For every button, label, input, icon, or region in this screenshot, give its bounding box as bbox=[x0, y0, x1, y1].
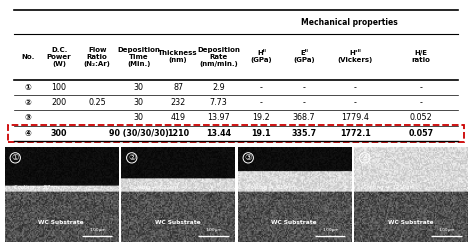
Text: 0.25: 0.25 bbox=[88, 98, 106, 107]
Text: Thickness
(nm): Thickness (nm) bbox=[159, 50, 198, 63]
Text: 335.7: 335.7 bbox=[292, 129, 317, 138]
Text: 1210: 1210 bbox=[167, 129, 189, 138]
Text: 7.73: 7.73 bbox=[210, 98, 228, 107]
Text: 1.00μm: 1.00μm bbox=[206, 228, 222, 232]
Text: 0.057: 0.057 bbox=[408, 129, 434, 138]
Text: 19.2: 19.2 bbox=[253, 113, 270, 123]
Text: Coating →  419nm: Coating → 419nm bbox=[247, 185, 295, 190]
Text: 90 (30/30/30): 90 (30/30/30) bbox=[109, 129, 169, 138]
Text: 1772.1: 1772.1 bbox=[340, 129, 371, 138]
Text: 0.052: 0.052 bbox=[410, 113, 432, 123]
Text: ③: ③ bbox=[244, 153, 252, 162]
Text: 419: 419 bbox=[170, 113, 186, 123]
Text: 30: 30 bbox=[134, 113, 144, 123]
Text: 300: 300 bbox=[51, 129, 67, 138]
Text: Eᴵᴵ
(GPa): Eᴵᴵ (GPa) bbox=[294, 50, 315, 63]
Text: 1.00μm: 1.00μm bbox=[89, 228, 106, 232]
Text: 100: 100 bbox=[51, 83, 67, 92]
Text: -: - bbox=[420, 83, 422, 92]
Text: ①: ① bbox=[25, 83, 31, 92]
Text: D.C.
Power
(W): D.C. Power (W) bbox=[47, 47, 71, 67]
Text: WC Substrate: WC Substrate bbox=[271, 220, 317, 225]
Text: -: - bbox=[260, 98, 263, 107]
Text: Hᴵᴵ
(GPa): Hᴵᴵ (GPa) bbox=[251, 50, 272, 63]
Text: 1.00μm: 1.00μm bbox=[438, 228, 455, 232]
Text: -: - bbox=[303, 83, 306, 92]
Text: 19.1: 19.1 bbox=[252, 129, 271, 138]
Text: H/E
ratio: H/E ratio bbox=[412, 50, 430, 63]
Text: -: - bbox=[303, 98, 306, 107]
Text: -: - bbox=[354, 98, 356, 107]
Text: Coating →  232nm: Coating → 232nm bbox=[130, 185, 178, 190]
Text: Deposition
Time
(Min.): Deposition Time (Min.) bbox=[118, 47, 160, 67]
Text: 1.00μm: 1.00μm bbox=[322, 228, 339, 232]
Text: ④: ④ bbox=[25, 129, 31, 138]
Text: 232: 232 bbox=[170, 98, 186, 107]
Text: ④: ④ bbox=[361, 153, 369, 162]
Text: 13.97: 13.97 bbox=[207, 113, 230, 123]
Text: 368.7: 368.7 bbox=[293, 113, 316, 123]
Text: Mechanical properties: Mechanical properties bbox=[301, 18, 398, 27]
Text: Hᵓᴵᴵ
(Vickers): Hᵓᴵᴵ (Vickers) bbox=[337, 50, 373, 63]
Text: -: - bbox=[260, 83, 263, 92]
Text: 30: 30 bbox=[134, 98, 144, 107]
Text: No.: No. bbox=[21, 54, 34, 60]
Text: 200: 200 bbox=[51, 98, 67, 107]
Text: -: - bbox=[420, 98, 422, 107]
Text: 1779.4: 1779.4 bbox=[341, 113, 369, 123]
Text: WC Substrate: WC Substrate bbox=[155, 220, 201, 225]
Text: 30: 30 bbox=[134, 83, 144, 92]
Text: Coating →  1210nm: Coating → 1210nm bbox=[363, 185, 415, 190]
Text: WC Substrate: WC Substrate bbox=[38, 220, 84, 225]
Text: ②: ② bbox=[128, 153, 135, 162]
Text: Coating →  87nm: Coating → 87nm bbox=[14, 185, 59, 190]
Text: ①: ① bbox=[11, 153, 19, 162]
Text: 2.9: 2.9 bbox=[212, 83, 225, 92]
Text: ③: ③ bbox=[25, 113, 31, 123]
Text: WC Substrate: WC Substrate bbox=[388, 220, 434, 225]
Text: 87: 87 bbox=[173, 83, 183, 92]
Text: 13.44: 13.44 bbox=[206, 129, 231, 138]
Text: Deposition
Rate
(nm/min.): Deposition Rate (nm/min.) bbox=[197, 47, 240, 67]
Text: -: - bbox=[354, 83, 356, 92]
Text: ②: ② bbox=[25, 98, 31, 107]
Text: Flow
Ratio
(N₂:Ar): Flow Ratio (N₂:Ar) bbox=[84, 47, 110, 67]
